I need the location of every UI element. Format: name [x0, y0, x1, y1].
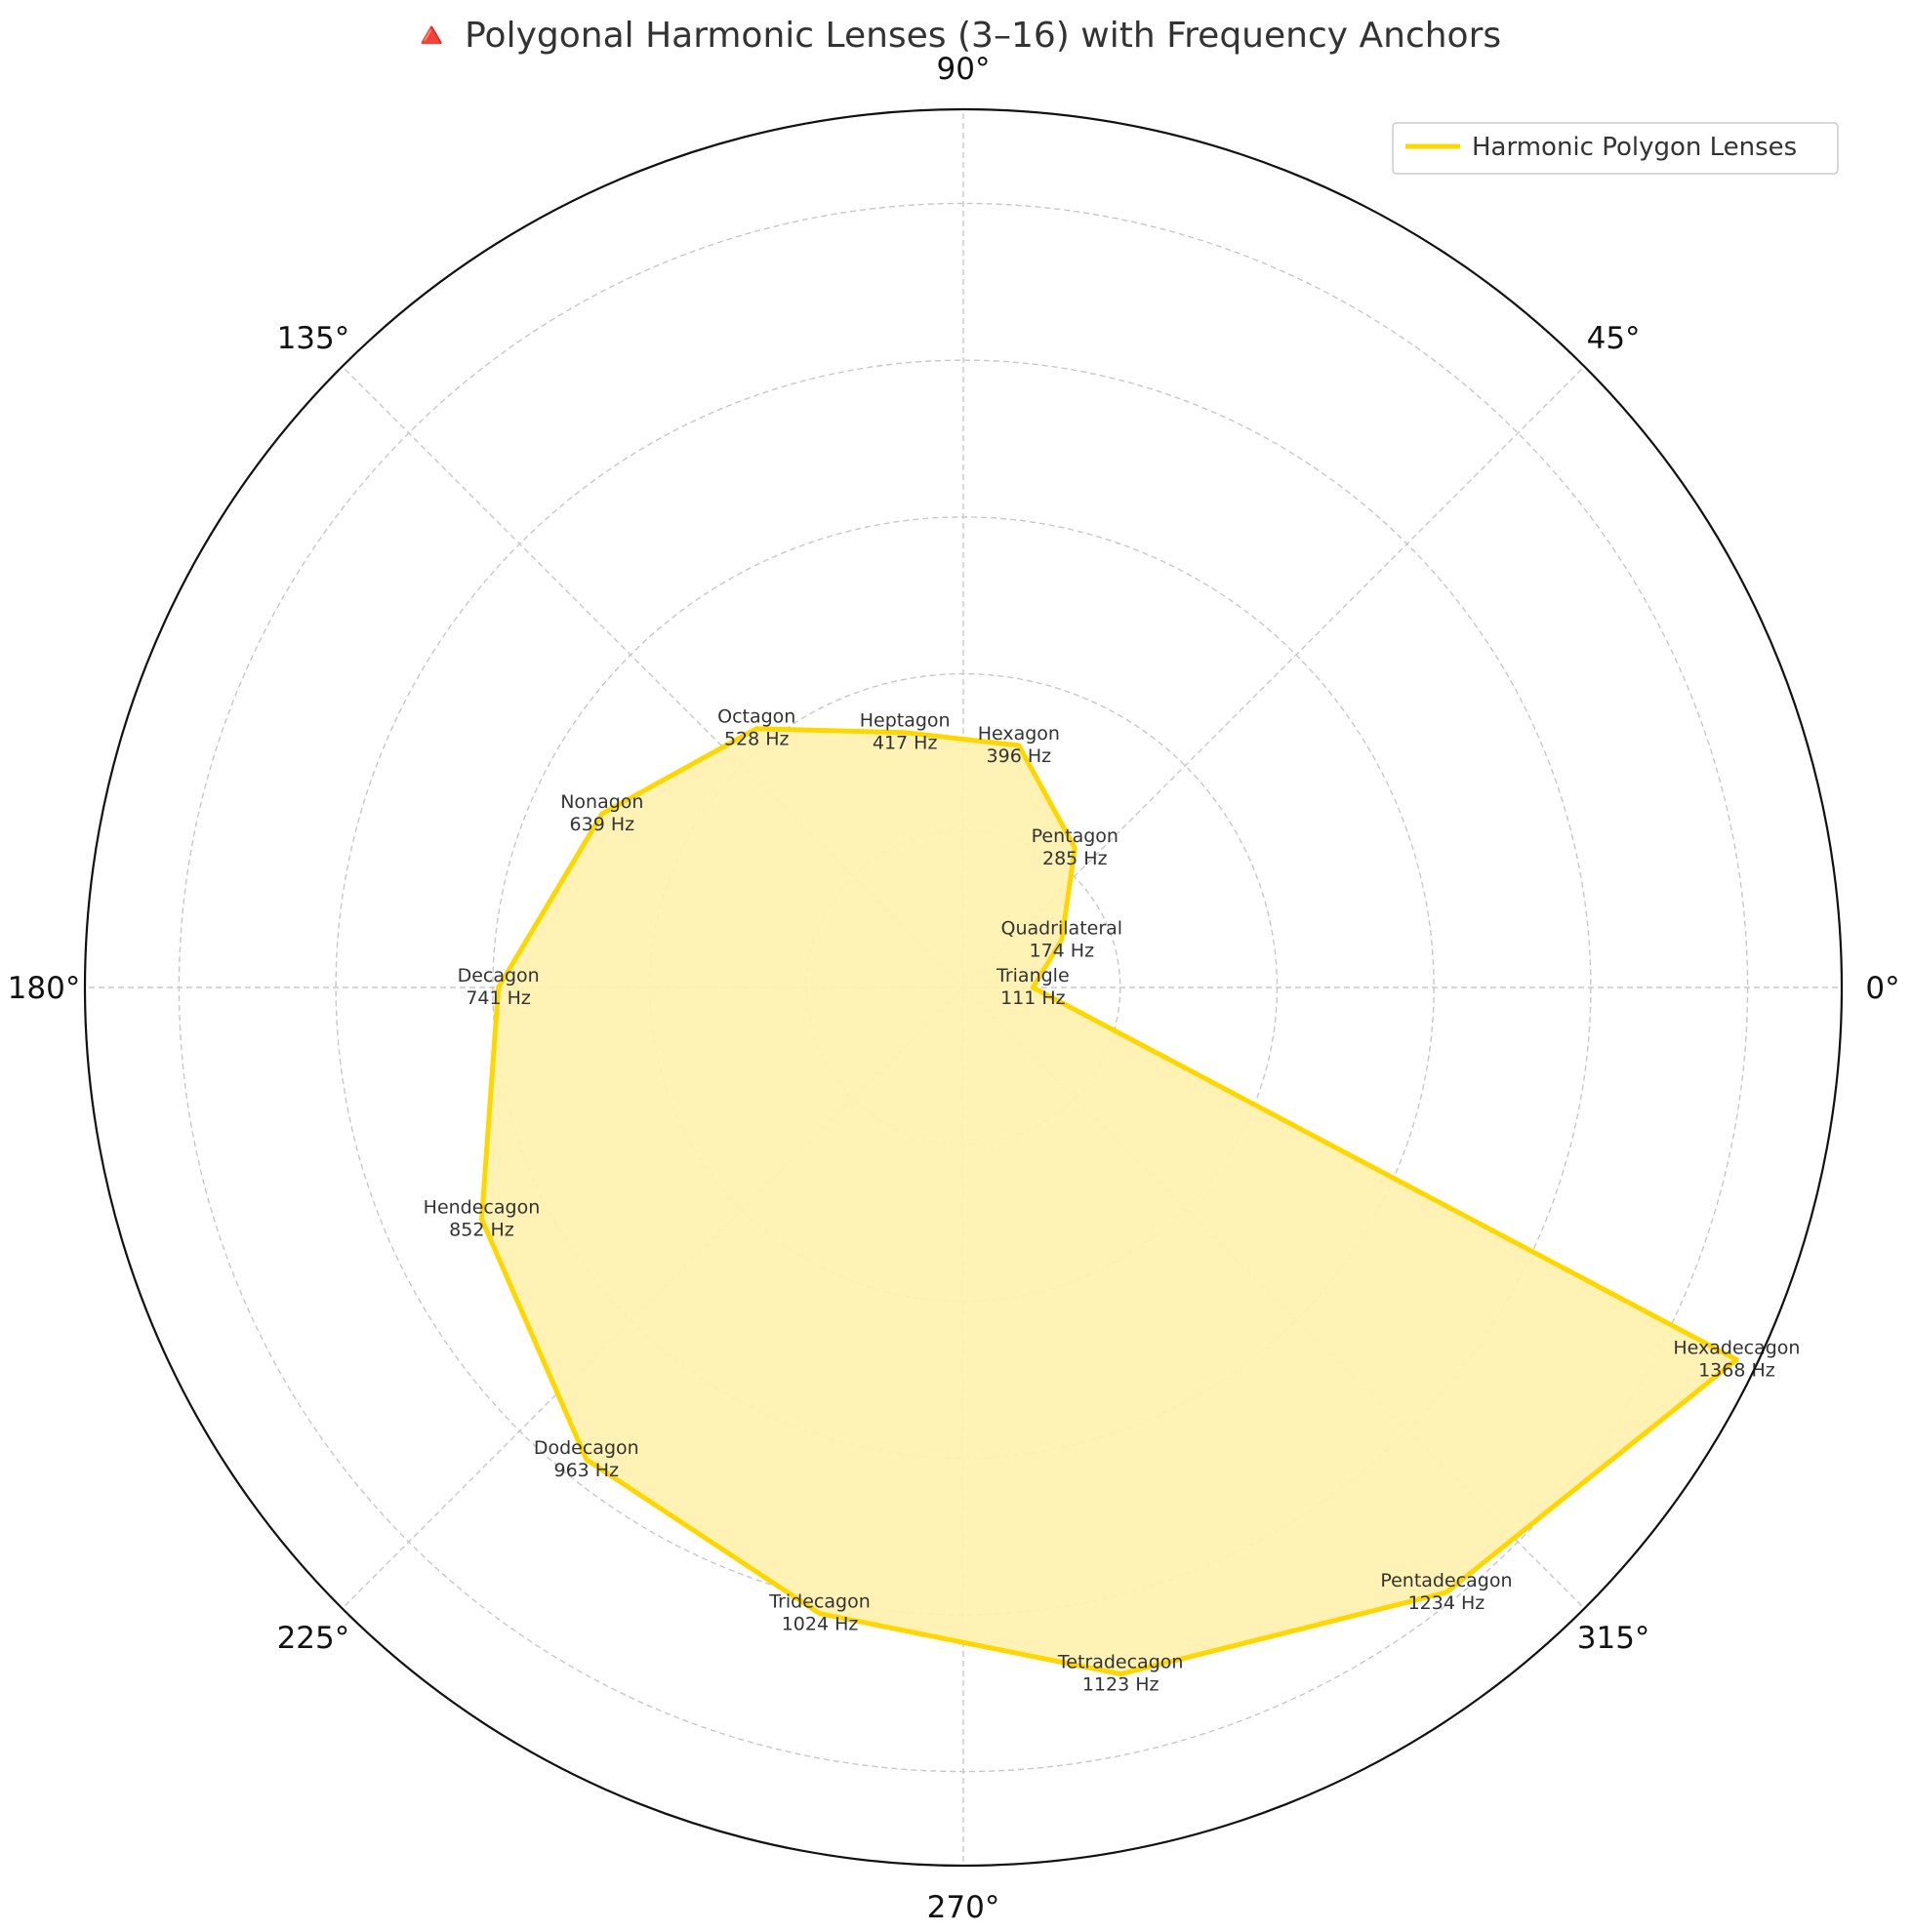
point-frequency-label: 1234 Hz	[1408, 1592, 1485, 1614]
point-frequency-label: 963 Hz	[553, 1460, 619, 1481]
point-name-label: Heptagon	[860, 710, 951, 732]
point-name-label: Pentadecagon	[1380, 1570, 1512, 1591]
chart-title: 🔺 Polygonal Harmonic Lenses (3–16) with …	[410, 16, 1501, 56]
point-frequency-label: 639 Hz	[570, 814, 635, 835]
point-frequency-label: 1123 Hz	[1082, 1674, 1159, 1696]
angle-tick-label: 45°	[1587, 321, 1641, 356]
series-area	[479, 726, 1739, 1677]
point-name-label: Octagon	[717, 706, 795, 728]
angle-tick-label: 270°	[927, 1890, 1000, 1925]
point-name-label: Triangle	[996, 965, 1070, 986]
angle-tick-label: 315°	[1577, 1621, 1650, 1656]
point-frequency-label: 852 Hz	[449, 1220, 514, 1241]
point-name-label: Hexadecagon	[1673, 1337, 1800, 1358]
point-frequency-label: 417 Hz	[873, 733, 938, 754]
point-name-label: Tetradecagon	[1057, 1652, 1184, 1673]
point-frequency-label: 1024 Hz	[782, 1614, 859, 1635]
series-fill	[481, 728, 1737, 1674]
legend-label: Harmonic Polygon Lenses	[1472, 133, 1797, 162]
angle-tick-label: 225°	[277, 1621, 350, 1656]
point-name-label: Hendecagon	[424, 1197, 541, 1219]
point-frequency-label: 741 Hz	[466, 987, 531, 1009]
point-name-label: Dodecagon	[534, 1437, 639, 1459]
point-frequency-label: 1368 Hz	[1698, 1359, 1775, 1381]
legend-box	[1392, 122, 1839, 175]
angle-tick-labels: 0° 45° 90° 135° 180° 225° 270° 315°	[8, 52, 1900, 1925]
angle-tick-label: 135°	[277, 321, 350, 356]
point-name-label: Hexagon	[978, 723, 1060, 745]
point-name-label: Nonagon	[560, 791, 643, 813]
point-name-label: Tridecagon	[768, 1591, 870, 1613]
point-frequency-label: 111 Hz	[1000, 987, 1066, 1009]
angle-tick-label: 180°	[8, 971, 81, 1006]
angle-tick-label: 0°	[1865, 971, 1899, 1006]
point-name-label: Decagon	[458, 965, 540, 986]
point-frequency-label: 285 Hz	[1042, 848, 1108, 869]
point-name-label: Quadrilateral	[1000, 917, 1122, 939]
angle-tick-label: 90°	[937, 52, 991, 87]
legend[interactable]: Harmonic Polygon Lenses	[1392, 122, 1839, 175]
point-frequency-label: 174 Hz	[1030, 940, 1095, 961]
point-frequency-label: 396 Hz	[987, 745, 1052, 767]
point-name-label: Pentagon	[1032, 825, 1119, 847]
point-frequency-label: 528 Hz	[724, 729, 790, 750]
polar-frame	[83, 107, 1844, 1868]
